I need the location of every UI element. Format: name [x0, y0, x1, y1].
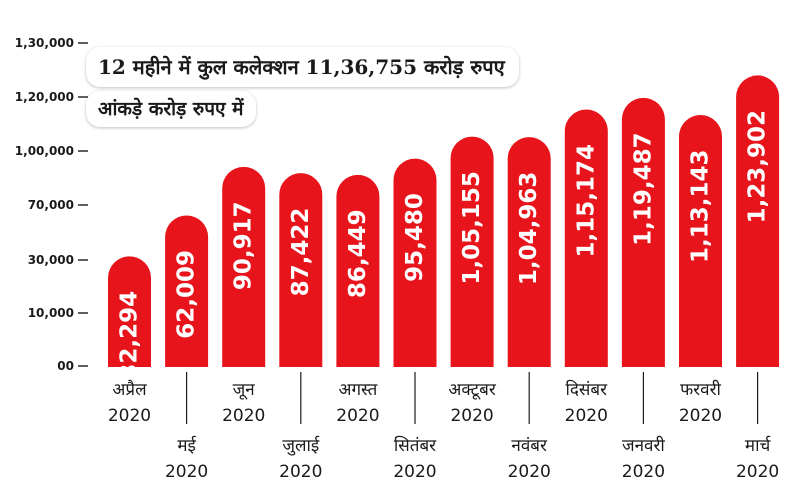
bar-value-label: 1,13,143 — [688, 150, 714, 264]
y-tick-label: 10,000 — [28, 306, 74, 320]
chart-title: 12 महीने में कुल कलेक्शन 11,36,755 करोड़… — [86, 47, 519, 87]
x-tick-year: 2020 — [336, 406, 379, 426]
bars: 32,294 62,009 90,917 87,422 86,449 95,480 1,05… — [108, 75, 780, 380]
x-axis: अप्रैल 2020 मई 2020 जून 2020 जुलाई 2020 अगस्त 202… — [108, 372, 779, 482]
y-tick-label: 00 — [57, 359, 74, 373]
bar-value-label: 62,009 — [174, 250, 200, 339]
chart-subtitle: आंकड़े करोड़ रुपए में — [86, 91, 256, 127]
x-tick-year: 2020 — [622, 462, 665, 482]
bar — [108, 256, 151, 367]
bar — [165, 215, 209, 367]
x-tick-year: 2020 — [736, 462, 779, 482]
bar — [393, 158, 437, 367]
x-tick-month: जून — [233, 380, 256, 400]
x-tick-month: अक्टूबर — [448, 380, 497, 400]
x-tick-month: जनवरी — [622, 435, 665, 456]
bar — [450, 136, 494, 367]
x-tick-year: 2020 — [565, 406, 608, 426]
bar — [621, 97, 665, 367]
bar-value-label: 1,04,963 — [516, 172, 542, 286]
x-tick-month: जुलाई — [282, 435, 320, 456]
bar-value-label: 86,449 — [345, 209, 371, 298]
y-axis: 00 10,000 30,000 70,000 1,00,000 1,20,000 1,30… — [15, 36, 88, 373]
bar — [564, 109, 608, 368]
bar — [679, 115, 722, 367]
bar — [222, 166, 266, 367]
bar-value-label: 1,19,487 — [630, 132, 656, 246]
bar-value-label: 87,422 — [288, 208, 314, 297]
y-tick-label: 1,20,000 — [15, 90, 74, 104]
bar-value-label: 1,05,155 — [459, 171, 485, 285]
y-tick-label: 70,000 — [28, 198, 74, 212]
bar — [279, 173, 323, 367]
y-tick-label: 30,000 — [28, 253, 74, 267]
x-tick-month: अगस्त — [338, 380, 377, 400]
y-tick-label: 1,00,000 — [15, 144, 74, 158]
bar-value-label: 90,917 — [231, 201, 257, 290]
y-tick-label: 1,30,000 — [15, 36, 74, 50]
chart-left-panel — [0, 0, 90, 497]
bar-value-label: 1,15,174 — [573, 144, 599, 258]
x-tick-month: नवंबर — [511, 436, 548, 456]
x-tick-year: 2020 — [222, 406, 265, 426]
bar — [507, 137, 551, 367]
x-tick-year: 2020 — [393, 462, 436, 482]
x-tick-month: अप्रैल — [112, 379, 147, 400]
x-tick-month: मार्च — [745, 435, 772, 456]
x-tick-year: 2020 — [165, 462, 208, 482]
x-tick-year: 2020 — [450, 406, 493, 426]
x-tick-year: 2020 — [508, 462, 551, 482]
bar — [736, 75, 780, 367]
bar-value-label: 32,294 — [117, 291, 143, 380]
x-tick-month: दिसंबर — [566, 379, 609, 400]
bar-value-label: 1,23,902 — [745, 110, 771, 224]
x-tick-year: 2020 — [679, 406, 722, 426]
x-tick-month: सितंबर — [394, 435, 437, 456]
x-tick-month: मई — [177, 435, 197, 456]
bar — [336, 174, 380, 367]
x-tick-year: 2020 — [279, 462, 322, 482]
bar-value-label: 95,480 — [402, 193, 428, 282]
x-tick-month: फरवरी — [680, 379, 721, 400]
x-tick-year: 2020 — [108, 406, 151, 426]
